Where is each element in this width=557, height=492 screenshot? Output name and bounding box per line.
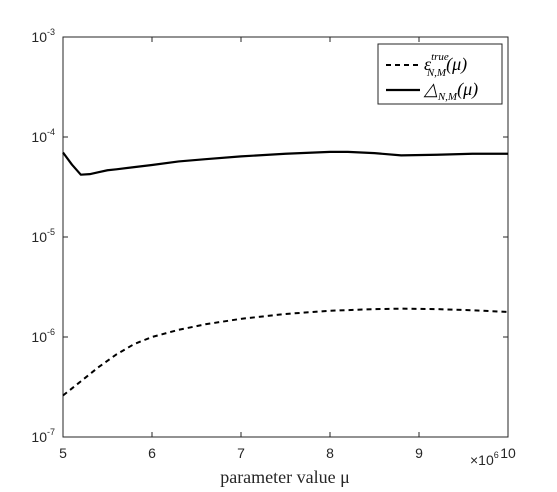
- x-multiplier-base: ×10: [470, 452, 494, 468]
- x-tick-label: 10: [500, 445, 516, 461]
- y-tick-label: 10-6: [31, 327, 55, 345]
- legend-label-estimator: △N,M(μ): [423, 79, 478, 103]
- series-layer: [62, 150, 509, 397]
- x-tick-label: 6: [148, 445, 156, 461]
- legend-estimator-tail: (μ): [457, 79, 478, 100]
- legend: εtrue N,M(μ) △N,M(μ): [377, 43, 503, 105]
- series-line-estimator: [62, 150, 508, 176]
- series-line-true_error: [62, 307, 509, 397]
- legend-estimator-main: △: [423, 79, 438, 99]
- x-multiplier-exp: 6: [494, 450, 499, 460]
- x-tick-labels: 5 6 7 8 9 10: [59, 445, 516, 461]
- tick-layer: [62, 36, 509, 438]
- legend-box: [377, 43, 503, 105]
- legend-true-error-sup: true: [431, 51, 449, 63]
- y-tick-label: 10-3: [31, 27, 55, 45]
- x-tick-label: 7: [237, 445, 245, 461]
- legend-estimator-sub: N,M: [437, 91, 458, 103]
- legend-label-true-error: εtrue N,M(μ): [424, 51, 467, 79]
- legend-true-error-main: ε: [424, 54, 432, 74]
- y-tick-label: 10-4: [31, 127, 55, 145]
- legend-true-error-sub: N,M: [426, 67, 447, 79]
- x-axis-label: parameter value μ: [220, 467, 350, 487]
- x-tick-label: 9: [415, 445, 423, 461]
- y-tick-label: 10-5: [31, 227, 55, 245]
- x-tick-label: 5: [59, 445, 67, 461]
- y-tick-labels: 10-7 10-6 10-5 10-4 10-3: [31, 27, 55, 445]
- legend-true-error-tail: (μ): [446, 54, 467, 75]
- x-multiplier: ×106: [470, 450, 499, 468]
- y-tick-label: 10-7: [31, 427, 55, 445]
- x-tick-label: 8: [326, 445, 334, 461]
